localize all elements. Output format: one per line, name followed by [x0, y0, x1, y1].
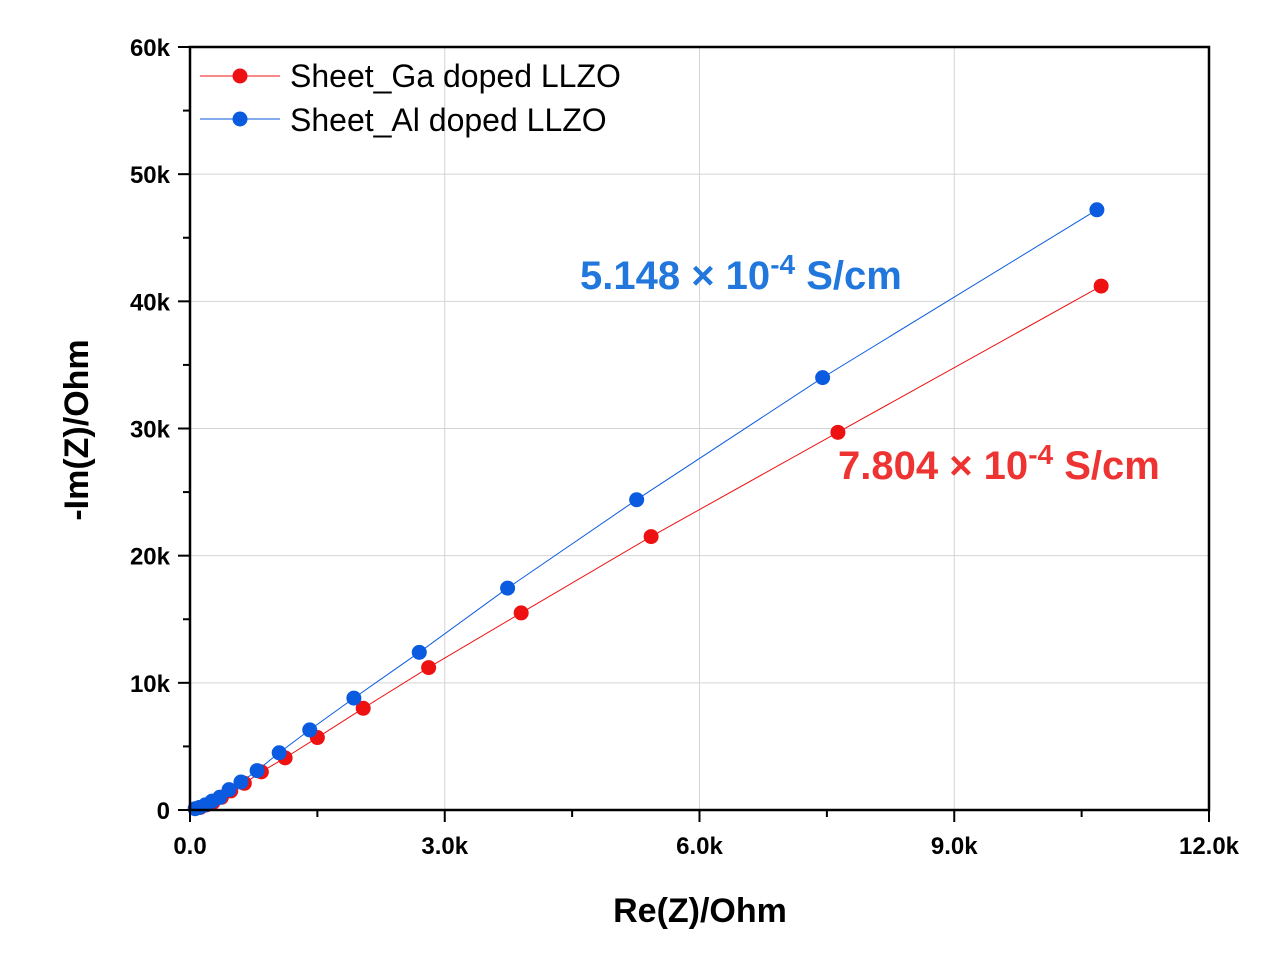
- annotation-ga-base: 7.804 × 10: [838, 444, 1028, 488]
- annotation-al-base: 5.148 × 10: [580, 254, 770, 298]
- legend-label-ga: Sheet_Ga doped LLZO: [290, 58, 621, 94]
- data-point-0: [830, 424, 846, 440]
- y-tick-label: 50k: [130, 162, 171, 189]
- y-tick-label: 20k: [130, 544, 171, 571]
- legend-label-al: Sheet_Al doped LLZO: [290, 102, 607, 138]
- data-point-0: [1093, 278, 1109, 294]
- data-point-0: [421, 660, 437, 676]
- y-tick-label: 30k: [130, 417, 171, 444]
- data-point-0: [643, 529, 659, 545]
- data-point-1: [249, 763, 265, 779]
- legend-item-al: Sheet_Al doped LLZO: [200, 102, 607, 138]
- series-line-1: [194, 209, 1098, 810]
- x-tick-label: 0.0: [173, 833, 206, 860]
- data-point-1: [1089, 202, 1105, 218]
- data-point-1: [233, 774, 249, 790]
- y-tick-label: 10k: [130, 671, 171, 698]
- data-point-0: [355, 700, 371, 716]
- x-tick-label: 3.0k: [421, 833, 468, 860]
- legend-item-ga: Sheet_Ga doped LLZO: [200, 58, 621, 94]
- data-point-1: [346, 690, 362, 706]
- axes: 0.0 3.0k 6.0k 9.0k 12.0k 0 10k 20k 30k 40k 50k 60k: [130, 35, 1240, 860]
- annotation-al-conductivity: 5.148 × 10-4 S/cm: [580, 249, 902, 298]
- y-tick-label: 0: [157, 798, 170, 825]
- data-point-1: [500, 580, 516, 596]
- series-line-0: [199, 285, 1102, 808]
- data-point-1: [302, 722, 318, 738]
- annotation-al-unit: S/cm: [795, 254, 902, 298]
- grid: [190, 47, 1209, 810]
- data-point-1: [411, 644, 427, 660]
- x-tick-label: 6.0k: [676, 833, 723, 860]
- annotation-ga-unit: S/cm: [1053, 444, 1160, 488]
- x-axis-label: Re(Z)/Ohm: [613, 892, 787, 930]
- x-tick-label: 9.0k: [931, 833, 978, 860]
- x-tick-label: 12.0k: [1179, 833, 1240, 860]
- data-point-1: [271, 745, 287, 761]
- y-axis-label: -Im(Z)/Ohm: [58, 339, 96, 520]
- annotation-ga-conductivity: 7.804 × 10-4 S/cm: [838, 439, 1160, 488]
- data-point-1: [629, 492, 645, 508]
- data-point-1: [221, 782, 237, 798]
- data-point-1: [815, 370, 831, 386]
- y-tick-label: 60k: [130, 35, 171, 62]
- legend: Sheet_Ga doped LLZO Sheet_Al doped LLZO: [200, 58, 621, 138]
- annotation-al-exp: -4: [770, 249, 795, 280]
- data-point-0: [513, 605, 529, 621]
- annotation-ga-exp: -4: [1028, 439, 1053, 470]
- y-tick-label: 40k: [130, 289, 171, 316]
